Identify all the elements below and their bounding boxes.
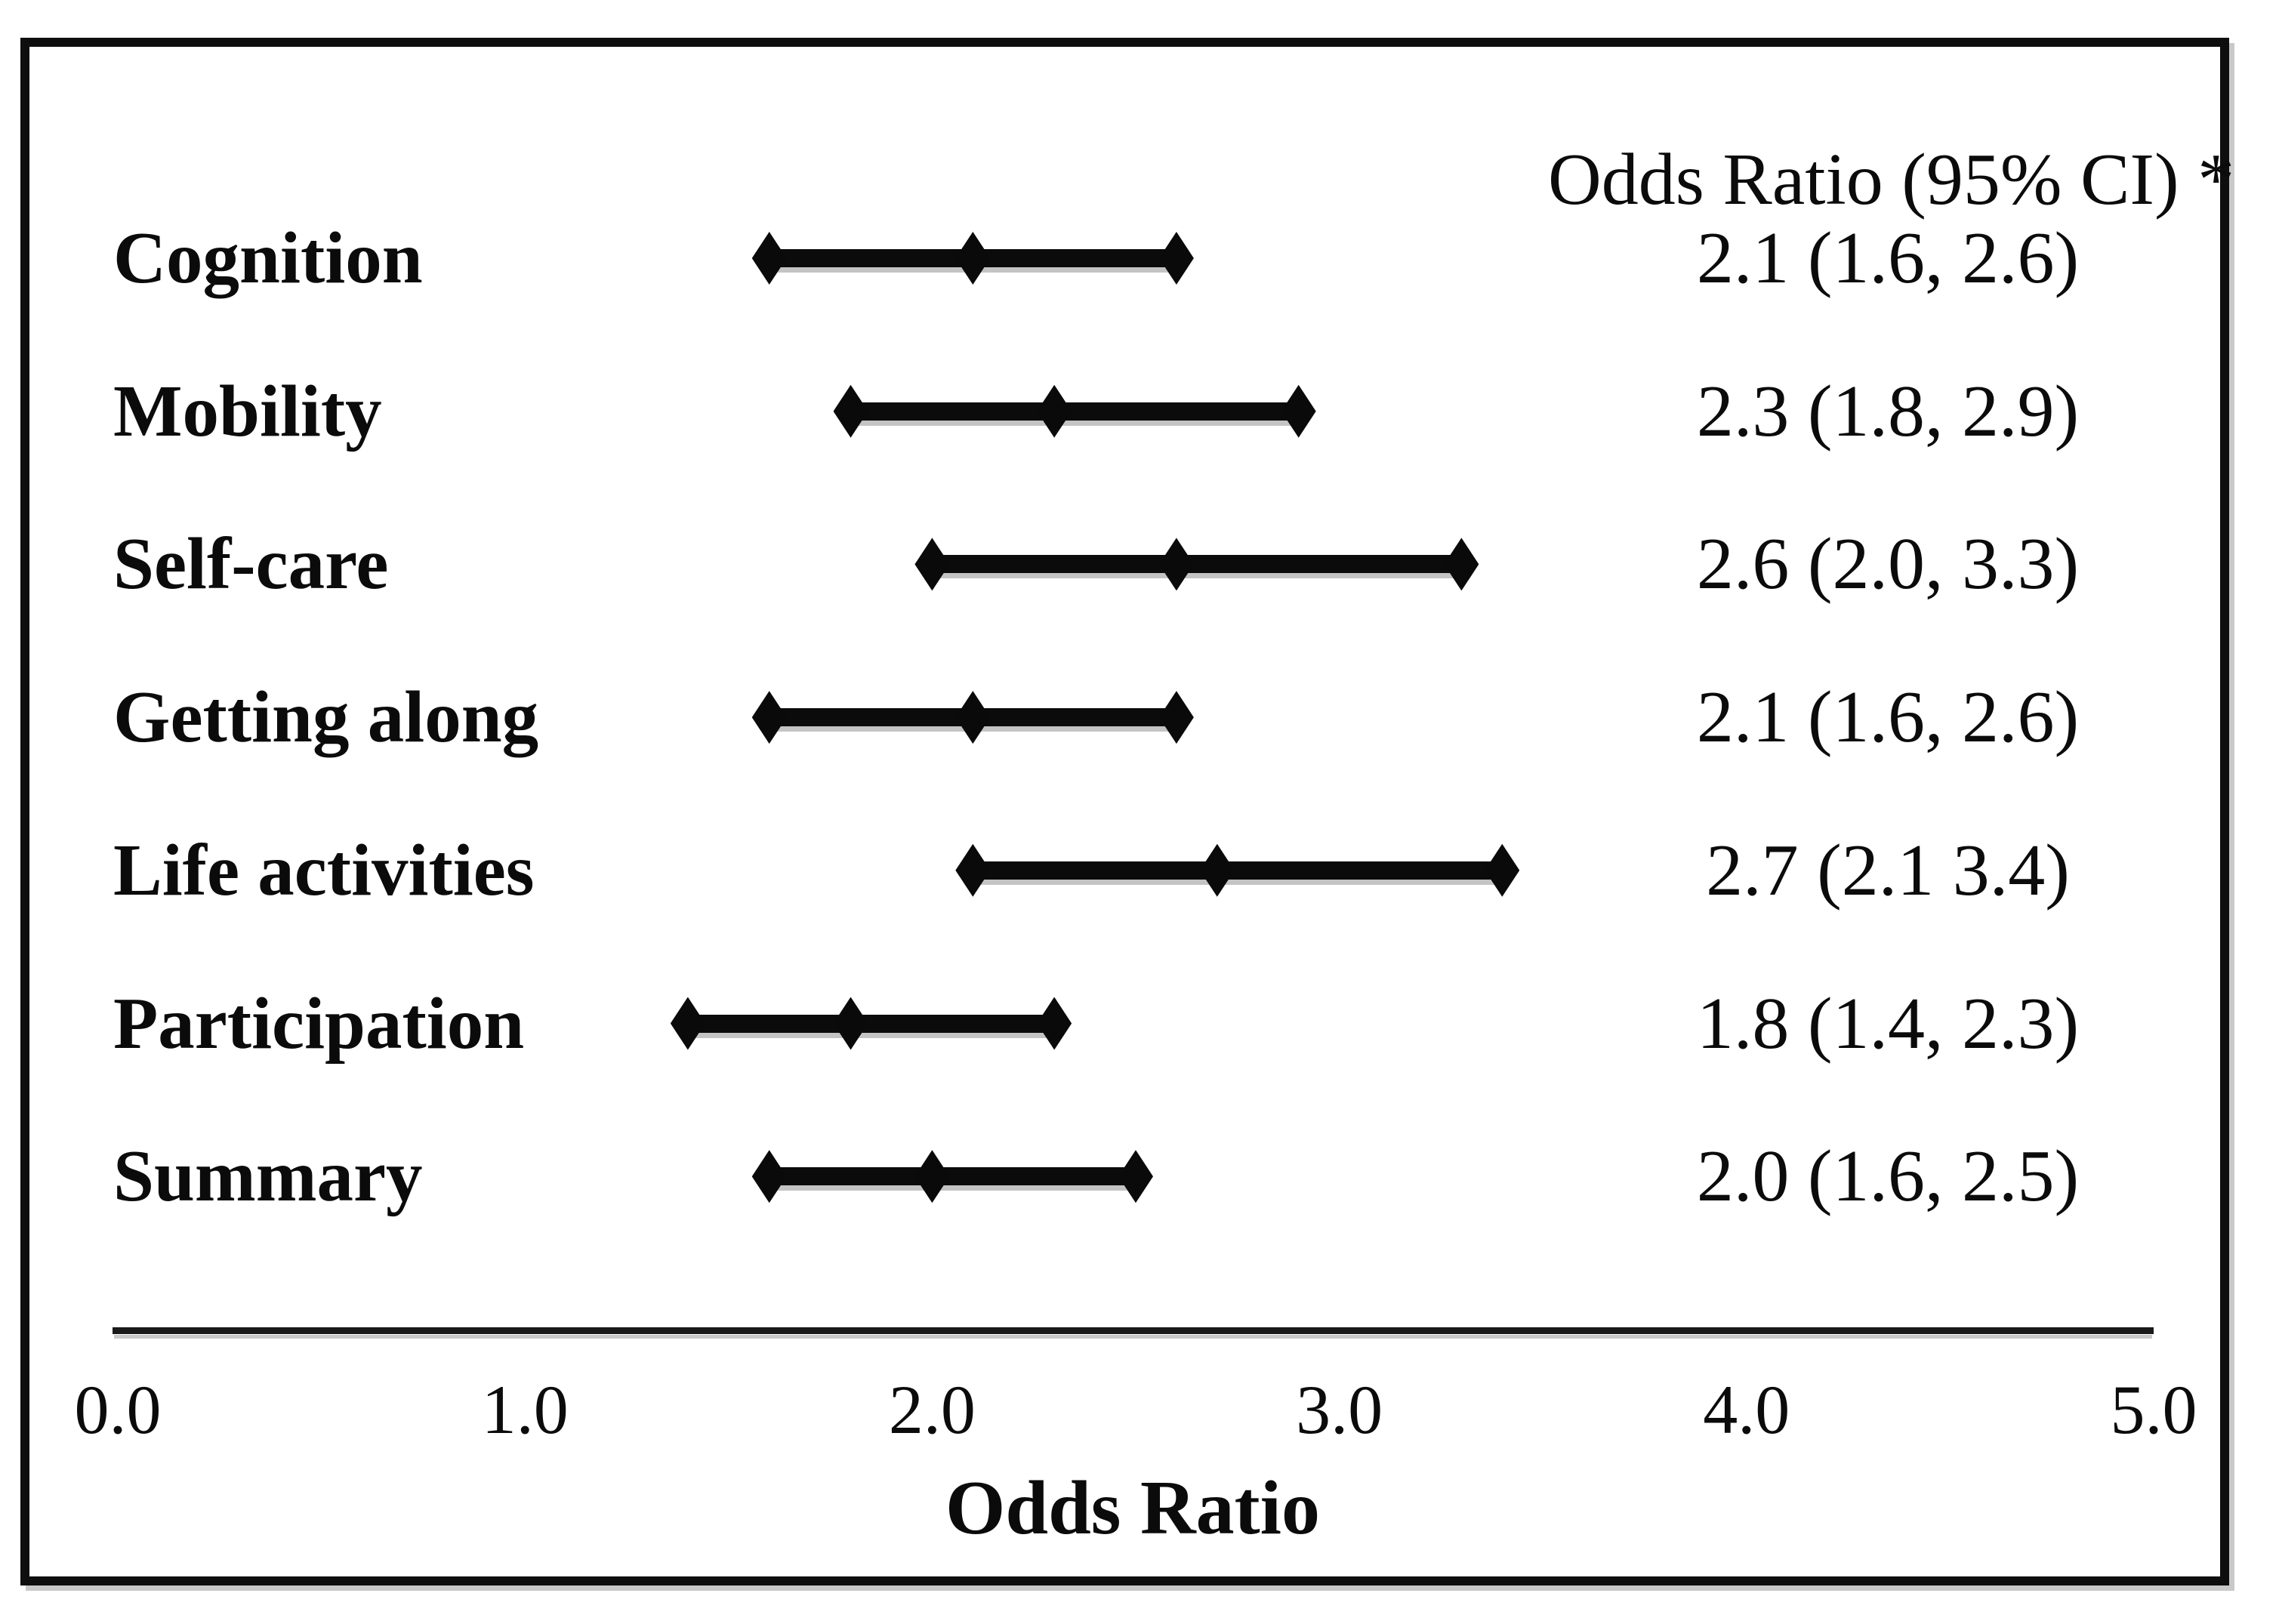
confidence-interval-line [687,1014,1055,1033]
category-label: Life activities [113,829,535,911]
category-label: Self-care [113,523,389,605]
category-label: Summary [113,1136,423,1217]
odds-ratio-ci-value: 2.3 (1.8, 2.9) [1696,370,2080,452]
x-axis-title: Odds Ratio [945,1465,1320,1551]
x-axis-tick-label: 2.0 [888,1371,976,1448]
category-label: Participation [113,982,525,1064]
x-axis-tick-label: 4.0 [1703,1371,1790,1448]
odds-ratio-ci-value: 2.6 (2.0, 3.3) [1696,523,2080,606]
category-label: Cognition [113,217,423,298]
x-axis-tick-label: 0.0 [74,1371,162,1448]
x-axis-line [113,1327,2154,1334]
odds-ratio-ci-value: 1.8 (1.4, 2.3) [1696,982,2080,1065]
odds-ratio-ci-value: 2.1 (1.6, 2.6) [1696,676,2080,759]
confidence-interval-line [850,402,1299,421]
confidence-interval-line [973,861,1503,880]
confidence-interval-line [769,1167,1136,1186]
odds-ratio-column-header: Odds Ratio (95% CI) * [1548,139,2235,220]
odds-ratio-ci-value: 2.0 (1.6, 2.5) [1696,1136,2080,1218]
category-label: Mobility [113,370,382,451]
confidence-interval-line [932,555,1462,574]
category-label: Getting along [113,676,539,758]
odds-ratio-ci-value: 2.7 (2.1 3.4) [1706,829,2070,911]
x-axis-tick-label: 3.0 [1296,1371,1383,1448]
odds-ratio-ci-value: 2.1 (1.6, 2.6) [1696,217,2080,299]
x-axis-tick-label: 5.0 [2110,1371,2197,1448]
x-axis-tick-label: 1.0 [481,1371,569,1448]
